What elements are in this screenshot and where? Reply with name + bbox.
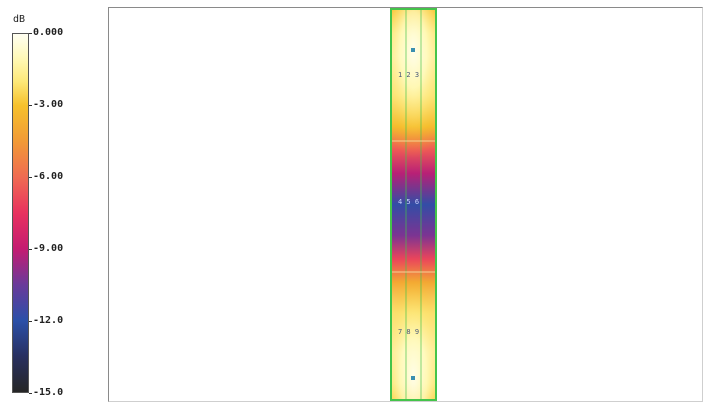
color-scale-tick-mark: [29, 105, 32, 106]
color-scale-tick-label: -15.0: [33, 387, 64, 398]
strip-label-upper: 1 2 3: [398, 71, 420, 79]
heatmap-strip-graphic: [392, 10, 435, 399]
strip-label-lower: 7 8 9: [398, 328, 420, 336]
color-scale-tick-label: -3.00: [33, 99, 64, 110]
color-scale-tick-label: 0.000: [33, 27, 64, 38]
heatmap-strip: 1 2 3 4 5 6 7 8 9: [390, 8, 437, 401]
color-scale-tick-mark: [29, 321, 32, 322]
color-scale-tick-mark: [29, 177, 32, 178]
strip-label-middle: 4 5 6: [398, 198, 420, 206]
color-scale-tick-label: -12.0: [33, 315, 64, 326]
source-marker-lower: [411, 376, 415, 380]
color-scale-tick-label: -6.00: [33, 171, 64, 182]
color-scale-tick-label: -9.00: [33, 243, 64, 254]
strip-hotspot-lower: [392, 200, 435, 399]
plot-area: 1 2 3 4 5 6 7 8 9: [108, 7, 703, 402]
color-scale-tick-mark: [29, 33, 32, 34]
color-scale-tick-mark: [29, 249, 32, 250]
legend-unit-label: dB: [13, 14, 26, 25]
source-marker-upper: [411, 48, 415, 52]
color-scale-bar: [12, 33, 29, 393]
strip-hotspot-upper: [392, 10, 435, 210]
color-scale-tick-mark: [29, 393, 32, 394]
